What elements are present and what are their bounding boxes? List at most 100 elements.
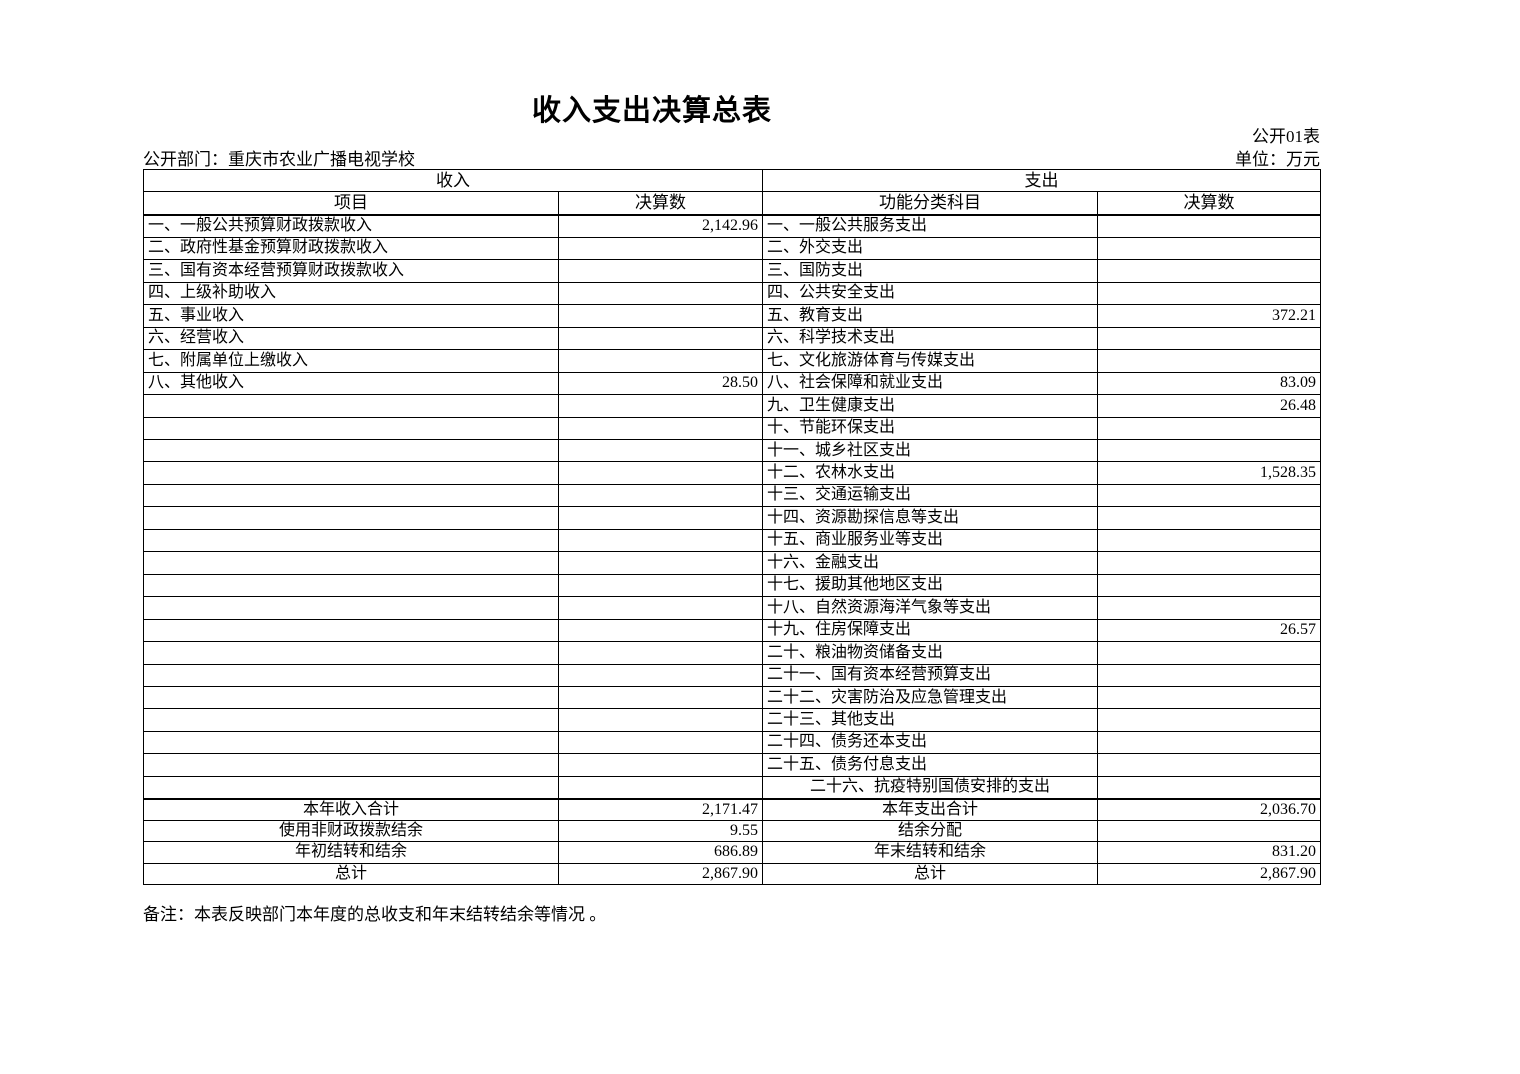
income-value-cell: [558, 596, 763, 620]
table-row: 十九、住房保障支出 26.57: [143, 618, 1321, 643]
income-value-cell: [558, 461, 763, 485]
expense-value-cell: 372.21: [1097, 304, 1321, 328]
expense-value-cell: 2,867.90: [1097, 862, 1321, 886]
expense-value-cell: [1097, 573, 1321, 598]
table-row: 六、经营收入 六、科学技术支出: [143, 326, 1321, 351]
table-row: 十、节能环保支出: [143, 416, 1321, 441]
income-item-cell: [143, 483, 559, 508]
income-value-cell: [558, 641, 763, 665]
income-value-cell: [558, 349, 763, 373]
expense-item-cell: 十七、援助其他地区支出: [762, 573, 1098, 598]
income-item-cell: 使用非财政拨款结余: [143, 819, 559, 843]
expense-item-cell: 本年支出合计: [762, 797, 1098, 821]
expense-value-cell: [1097, 663, 1321, 688]
expense-value-cell: [1097, 349, 1321, 373]
expense-item-cell: 十五、商业服务业等支出: [762, 528, 1098, 553]
income-item-column-header: 项目: [143, 191, 559, 216]
income-item-cell: 五、事业收入: [143, 304, 559, 328]
table-row: 十一、城乡社区支出: [143, 439, 1321, 463]
income-value-cell: [558, 304, 763, 328]
expense-value-cell: [1097, 236, 1321, 261]
table-row: 十三、交通运输支出: [143, 483, 1321, 508]
expense-value-cell: [1097, 259, 1321, 283]
table-row: 十五、商业服务业等支出: [143, 528, 1321, 553]
income-item-cell: [143, 528, 559, 553]
expense-item-cell: 三、国防支出: [762, 259, 1098, 283]
income-value-cell: [558, 506, 763, 530]
table-row: 二十一、国有资本经营预算支出: [143, 663, 1321, 688]
table-row: 二十五、债务付息支出: [143, 753, 1321, 777]
expense-value-cell: [1097, 281, 1321, 306]
income-value-cell: [558, 708, 763, 732]
expense-item-cell: 七、文化旅游体育与传媒支出: [762, 349, 1098, 373]
expense-value-column-header: 决算数: [1097, 191, 1321, 216]
expense-item-cell: 十九、住房保障支出: [762, 618, 1098, 643]
income-item-cell: [143, 551, 559, 575]
table-row: 九、卫生健康支出 26.48: [143, 394, 1321, 418]
income-item-cell: 本年收入合计: [143, 797, 559, 821]
income-item-cell: [143, 596, 559, 620]
income-item-cell: [143, 506, 559, 530]
income-value-cell: [558, 528, 763, 553]
expense-value-cell: 83.09: [1097, 371, 1321, 396]
income-value-cell: [558, 573, 763, 598]
table-row: 一、一般公共预算财政拨款收入 2,142.96 一、一般公共服务支出: [143, 214, 1321, 238]
income-value-cell: [558, 663, 763, 688]
expense-value-cell: [1097, 439, 1321, 463]
income-value-cell: [558, 281, 763, 306]
expense-value-cell: [1097, 753, 1321, 777]
data-rows-body: 一、一般公共预算财政拨款收入 2,142.96 一、一般公共服务支出 二、政府性基金预…: [143, 214, 1321, 800]
expense-value-cell: 1,528.35: [1097, 461, 1321, 485]
income-item-cell: [143, 394, 559, 418]
table-row: 八、其他收入 28.50 八、社会保障和就业支出 83.09: [143, 371, 1321, 396]
table-head: 收入 支出 项目 决算数 功能分类科目 决算数: [143, 169, 1321, 216]
summary-row: 总计 2,867.90 总计 2,867.90: [143, 862, 1321, 886]
income-value-cell: [558, 753, 763, 777]
page-title: 收入支出决算总表: [531, 95, 772, 127]
expense-item-cell: 六、科学技术支出: [762, 326, 1098, 351]
income-value-cell: 686.89: [558, 841, 763, 864]
expense-item-cell: 九、卫生健康支出: [762, 394, 1098, 418]
expense-item-cell: 十三、交通运输支出: [762, 483, 1098, 508]
income-item-cell: [143, 461, 559, 485]
income-item-cell: [143, 708, 559, 732]
expense-item-cell: 十六、金融支出: [762, 551, 1098, 575]
expense-item-column-header: 功能分类科目: [762, 191, 1098, 216]
expense-item-cell: 二十一、国有资本经营预算支出: [762, 663, 1098, 688]
expense-item-cell: 八、社会保障和就业支出: [762, 371, 1098, 396]
expense-value-cell: [1097, 775, 1321, 800]
income-value-cell: [558, 686, 763, 710]
unit-label: 单位：万元: [1235, 150, 1320, 169]
expense-item-cell: 四、公共安全支出: [762, 281, 1098, 306]
summary-rows-body: 本年收入合计 2,171.47 本年支出合计 2,036.70 使用非财政拨款结余 9.5…: [143, 797, 1321, 886]
expense-item-cell: 十一、城乡社区支出: [762, 439, 1098, 463]
income-item-cell: [143, 416, 559, 441]
table-row: 四、上级补助收入 四、公共安全支出: [143, 281, 1321, 306]
table-row: 十八、自然资源海洋气象等支出: [143, 596, 1321, 620]
expense-value-cell: [1097, 730, 1321, 755]
expense-value-cell: 831.20: [1097, 841, 1321, 864]
expense-item-cell: 二十四、债务还本支出: [762, 730, 1098, 755]
income-item-cell: 八、其他收入: [143, 371, 559, 396]
table-row: 二十六、抗疫特别国债安排的支出: [143, 775, 1321, 800]
table-row: 二十三、其他支出: [143, 708, 1321, 732]
income-value-cell: 28.50: [558, 371, 763, 396]
footnote: 备注：本表反映部门本年度的总收支和年末结转结余等情况 。: [143, 905, 607, 924]
income-item-cell: 四、上级补助收入: [143, 281, 559, 306]
income-item-cell: [143, 730, 559, 755]
expense-item-cell: 一、一般公共服务支出: [762, 214, 1098, 238]
income-item-cell: [143, 439, 559, 463]
income-item-cell: [143, 686, 559, 710]
summary-row: 本年收入合计 2,171.47 本年支出合计 2,036.70: [143, 797, 1321, 821]
expense-section-header: 支出: [762, 169, 1321, 192]
income-value-column-header: 决算数: [558, 191, 763, 216]
expense-item-cell: 结余分配: [762, 819, 1098, 843]
section-header-row: 收入 支出: [143, 169, 1321, 192]
expense-item-cell: 五、教育支出: [762, 304, 1098, 328]
expense-value-cell: [1097, 214, 1321, 238]
income-value-cell: [558, 551, 763, 575]
income-value-cell: 2,867.90: [558, 862, 763, 886]
income-value-cell: [558, 730, 763, 755]
expense-value-cell: 26.57: [1097, 618, 1321, 643]
